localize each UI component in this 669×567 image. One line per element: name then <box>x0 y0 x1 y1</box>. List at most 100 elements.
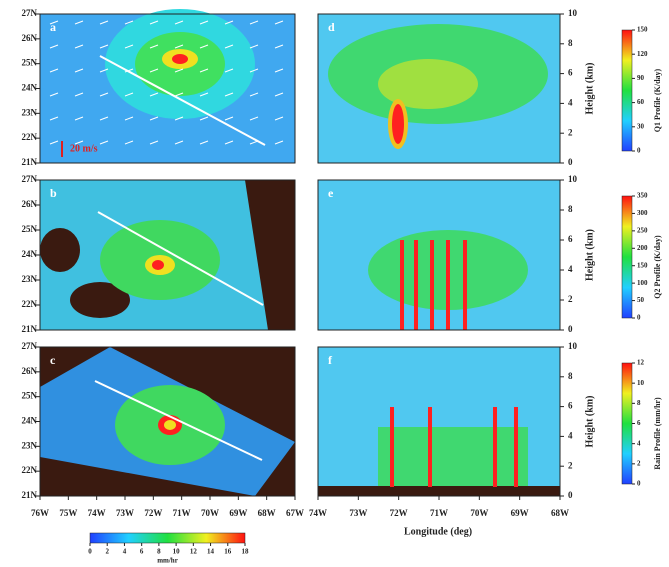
y-axis-label: Height (km) <box>584 63 595 115</box>
x-tick-label: 68W <box>258 508 276 518</box>
colorbar-tick-label: 300 <box>637 209 648 217</box>
heatmap-field <box>392 104 404 144</box>
x-tick-label: 74W <box>309 508 327 518</box>
colorbar-tick-label: 0 <box>88 548 92 556</box>
y-tick-label: 27N <box>22 341 38 351</box>
colorbar-tick-label: 6 <box>140 548 144 556</box>
y-tick-label: 25N <box>22 58 38 68</box>
heatmap-field <box>172 54 188 64</box>
y-tick-label: 6 <box>568 234 573 244</box>
y-tick-label: 25N <box>22 391 38 401</box>
heatmap-field <box>446 240 450 330</box>
panel-label: c <box>50 353 56 367</box>
colorbar-tick-label: 8 <box>637 399 641 407</box>
x-tick-label: 71W <box>173 508 191 518</box>
colorbar-tick-label: 0 <box>637 314 641 322</box>
y-tick-label: 10 <box>568 8 578 18</box>
colorbar <box>622 196 632 318</box>
heatmap-field <box>378 59 478 109</box>
y-tick-label: 27N <box>22 8 38 18</box>
colorbar-tick-label: 10 <box>173 548 181 556</box>
heatmap-field <box>164 420 176 430</box>
heatmap-field <box>400 240 404 330</box>
x-tick-label: 76W <box>31 508 49 518</box>
colorbar-tick-label: 12 <box>190 548 198 556</box>
heatmap-field <box>414 240 418 330</box>
y-tick-label: 10 <box>568 174 578 184</box>
colorbar-label: Rain Profile (mm/hr) <box>653 397 662 470</box>
y-tick-label: 24N <box>22 249 38 259</box>
y-tick-label: 0 <box>568 324 573 334</box>
heatmap-field <box>390 407 394 487</box>
y-tick-label: 10 <box>568 341 578 351</box>
y-tick-label: 22N <box>22 465 38 475</box>
heatmap-field <box>318 486 560 496</box>
y-tick-label: 23N <box>22 107 38 117</box>
y-tick-label: 2 <box>568 127 573 137</box>
x-tick-label: 73W <box>349 508 367 518</box>
colorbar-tick-label: 120 <box>637 50 648 58</box>
y-axis-label: Height (km) <box>584 229 595 281</box>
y-tick-label: 6 <box>568 401 573 411</box>
colorbar-tick-label: 18 <box>242 548 250 556</box>
heatmap-field <box>40 228 80 272</box>
colorbar-tick-label: 14 <box>207 548 215 556</box>
y-tick-label: 2 <box>568 460 573 470</box>
colorbar-tick-label: 50 <box>637 296 645 304</box>
heatmap-field <box>152 260 164 270</box>
colorbar <box>90 533 245 543</box>
heatmap-field <box>430 240 434 330</box>
y-tick-label: 6 <box>568 68 573 78</box>
panel-label: e <box>328 186 334 200</box>
colorbar-label: mm/hr <box>157 557 178 565</box>
colorbar-tick-label: 0 <box>637 147 641 155</box>
heatmap-field <box>463 240 467 330</box>
colorbar-tick-label: 30 <box>637 122 645 130</box>
x-tick-label: 70W <box>201 508 219 518</box>
y-tick-label: 8 <box>568 204 573 214</box>
y-tick-label: 0 <box>568 490 573 500</box>
colorbar-tick-label: 150 <box>637 261 648 269</box>
x-axis-label: Longitude (deg) <box>404 526 472 537</box>
colorbar-tick-label: 16 <box>224 548 232 556</box>
heatmap-field <box>493 407 497 487</box>
y-tick-label: 2 <box>568 294 573 304</box>
y-tick-label: 23N <box>22 440 38 450</box>
x-tick-label: 74W <box>88 508 106 518</box>
colorbar-label: Q1 Profile (K/day) <box>653 68 662 132</box>
colorbar-tick-label: 12 <box>637 359 645 367</box>
y-tick-label: 21N <box>22 490 38 500</box>
x-tick-label: 68W <box>551 508 569 518</box>
y-tick-label: 24N <box>22 83 38 93</box>
y-tick-label: 25N <box>22 224 38 234</box>
colorbar-tick-label: 100 <box>637 279 648 287</box>
y-tick-label: 27N <box>22 174 38 184</box>
x-tick-label: 69W <box>511 508 529 518</box>
colorbar-tick-label: 250 <box>637 226 648 234</box>
colorbar-tick-label: 4 <box>637 439 641 447</box>
x-tick-label: 72W <box>390 508 408 518</box>
colorbar-tick-label: 90 <box>637 74 645 82</box>
page: {"chart_data": [ {"type": "heatmap", "pa… <box>0 0 669 567</box>
y-tick-label: 22N <box>22 132 38 142</box>
y-tick-label: 24N <box>22 416 38 426</box>
y-tick-label: 8 <box>568 38 573 48</box>
colorbar-tick-label: 2 <box>637 459 641 467</box>
colorbar-tick-label: 10 <box>637 379 645 387</box>
y-axis-label: Height (km) <box>584 396 595 448</box>
colorbar-tick-label: 200 <box>637 244 648 252</box>
panel-label: d <box>328 20 335 34</box>
colorbar-label: Q2 Profile (K/day) <box>653 235 662 299</box>
colorbar-tick-label: 350 <box>637 192 648 200</box>
y-tick-label: 4 <box>568 97 573 107</box>
y-tick-label: 4 <box>568 430 573 440</box>
heatmap-field <box>514 407 518 487</box>
x-tick-label: 73W <box>116 508 134 518</box>
heatmap-field <box>378 427 528 487</box>
colorbar-tick-label: 4 <box>123 548 127 556</box>
colorbar-tick-label: 60 <box>637 98 645 106</box>
y-tick-label: 8 <box>568 371 573 381</box>
heatmap-field <box>428 407 432 487</box>
x-tick-label: 72W <box>144 508 162 518</box>
y-tick-label: 22N <box>22 299 38 309</box>
